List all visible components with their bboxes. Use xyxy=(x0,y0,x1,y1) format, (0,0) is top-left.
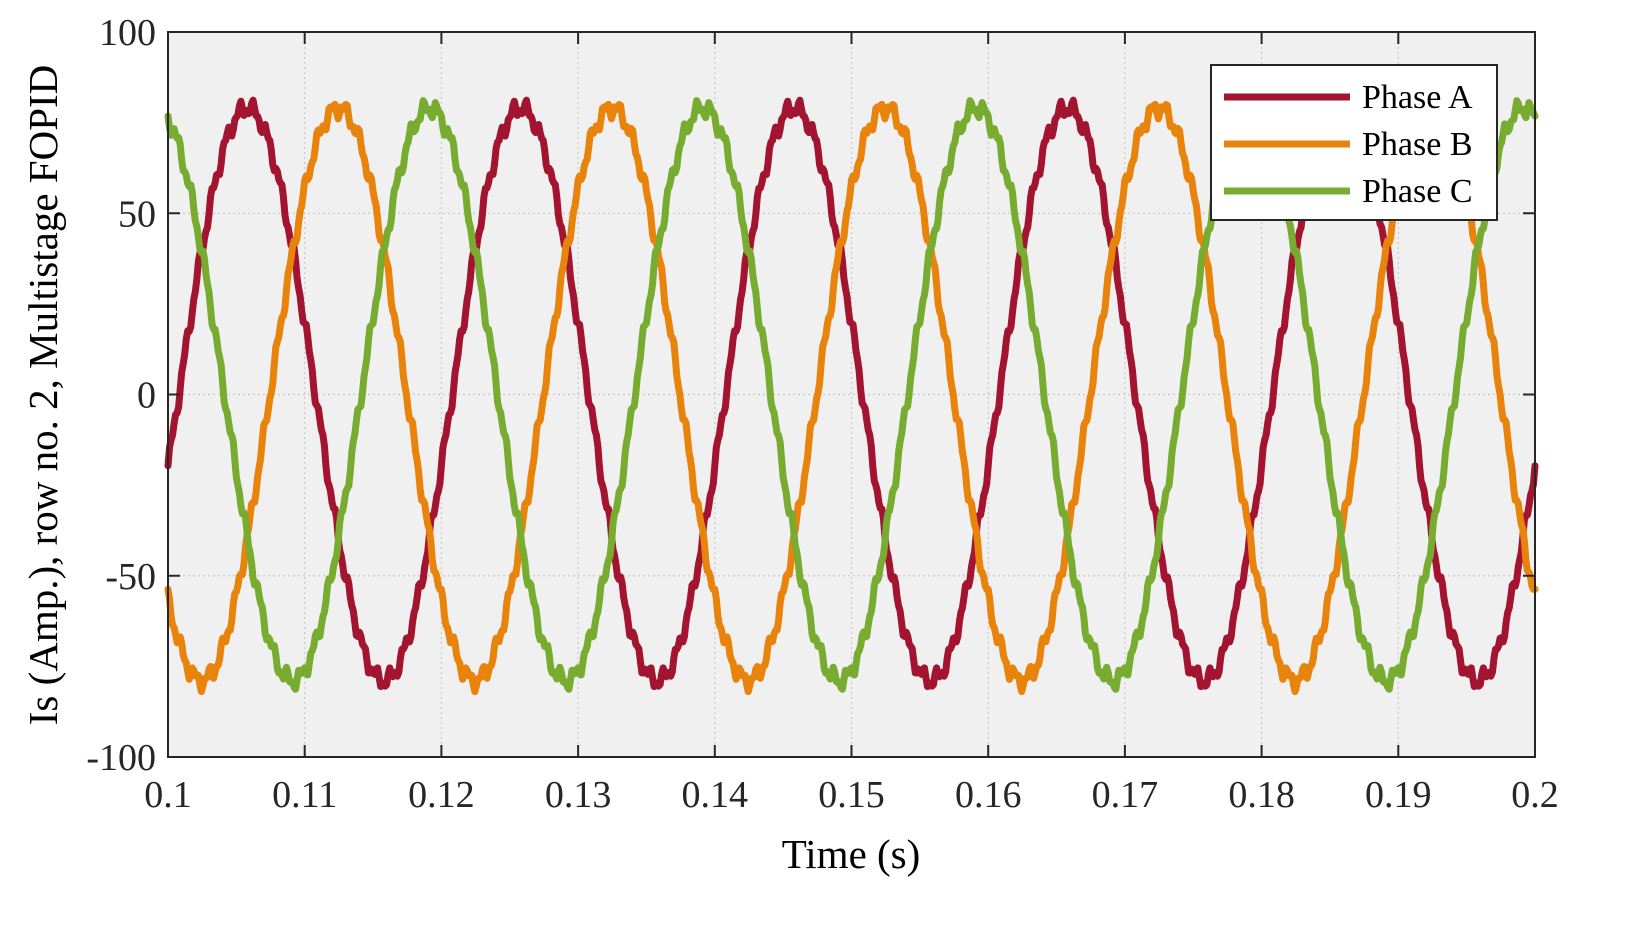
y-tick-label: -50 xyxy=(105,556,156,598)
x-tick-label: 0.18 xyxy=(1228,774,1295,816)
y-tick-labels: -100 -50 0 50 100 xyxy=(86,12,156,779)
x-tick-labels: 0.1 0.11 0.12 0.13 0.14 0.15 0.16 0.17 0.18 0.19 0… xyxy=(144,774,1559,816)
x-tick-label: 0.2 xyxy=(1511,774,1559,816)
x-tick-label: 0.17 xyxy=(1092,774,1159,816)
series-line-phase-c xyxy=(164,97,1539,693)
x-axis-label: Time (s) xyxy=(782,831,921,877)
x-tick-label: 0.14 xyxy=(682,774,749,816)
y-tick-label: 50 xyxy=(118,193,156,235)
x-tick-label: 0.13 xyxy=(545,774,612,816)
y-axis-label: Is (Amp.), row no. 2, Multistage FOPID xyxy=(20,65,66,726)
ticks xyxy=(167,31,1536,758)
x-tick-label: 0.11 xyxy=(272,774,337,816)
x-tick-label: 0.16 xyxy=(955,774,1022,816)
x-tick-label: 0.12 xyxy=(408,774,475,816)
y-tick-label: 100 xyxy=(99,12,156,54)
y-tick-label: 0 xyxy=(137,375,156,417)
series-line-phase-b xyxy=(164,100,1539,696)
y-tick-label: -100 xyxy=(86,737,156,779)
x-tick-label: 0.19 xyxy=(1365,774,1432,816)
x-tick-label: 0.1 xyxy=(144,774,192,816)
legend-label: Phase C xyxy=(1362,173,1473,210)
legend: Phase A Phase B Phase C xyxy=(1210,64,1498,221)
x-tick-label: 0.15 xyxy=(818,774,885,816)
legend-label: Phase A xyxy=(1362,79,1473,116)
legend-label: Phase B xyxy=(1362,126,1473,163)
